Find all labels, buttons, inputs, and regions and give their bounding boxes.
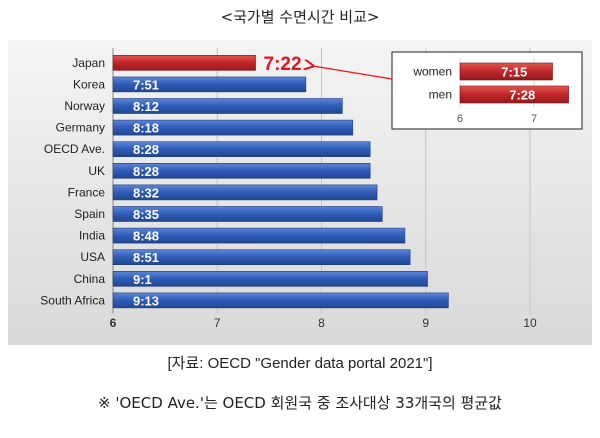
category-label: Japan — [72, 56, 105, 70]
data-label: 8:32 — [133, 185, 159, 200]
category-label: France — [68, 185, 106, 199]
data-label: 7:22 — [264, 54, 302, 75]
data-label: 8:28 — [133, 164, 159, 179]
x-tick-label: 7 — [214, 316, 221, 330]
bar — [112, 184, 378, 201]
data-label: 8:28 — [133, 142, 159, 157]
page-title: <국가별 수면시간 비교> — [220, 8, 380, 26]
inset-category-label: women — [412, 65, 452, 79]
data-label: 8:12 — [133, 99, 159, 114]
category-label: South Africa — [40, 293, 105, 307]
inset-tick-label: 6 — [457, 113, 463, 125]
category-label: Germany — [56, 121, 105, 135]
inset-data-label: 7:15 — [501, 65, 527, 80]
bar — [112, 119, 354, 136]
category-label: Korea — [73, 77, 105, 91]
category-label: Norway — [64, 99, 105, 113]
data-label: 8:48 — [133, 229, 159, 244]
bar — [112, 98, 343, 114]
category-label: OECD Ave. — [44, 142, 105, 156]
data-label: 7:51 — [133, 77, 159, 92]
bar — [112, 227, 406, 244]
bar — [112, 163, 371, 179]
data-label: 9:1 — [133, 272, 152, 287]
category-label: Spain — [74, 207, 105, 221]
bar — [112, 206, 383, 222]
category-label: China — [74, 272, 106, 286]
x-tick-label: 10 — [523, 316, 537, 330]
chart-panel: Japan 7:22 Korea 7:51 Norway 8:12 Germany 8:18 O… — [8, 40, 592, 345]
x-tick-label: 9 — [422, 316, 429, 330]
data-label: 8:18 — [133, 121, 159, 136]
category-label: UK — [88, 164, 105, 178]
bar — [112, 76, 307, 93]
inset-bar — [459, 62, 553, 81]
x-tick-label: 8 — [318, 316, 325, 330]
inset-tick-label: 7 — [531, 113, 537, 125]
data-label: 8:51 — [133, 250, 159, 265]
bar — [112, 55, 256, 71]
bar — [112, 292, 449, 309]
footnote: ※ 'OECD Ave.'는 OECD 회원국 중 조사대상 33개국의 평균값 — [98, 394, 502, 412]
x-tick-label: 6 — [110, 316, 117, 330]
inset-category-label: men — [429, 88, 452, 102]
data-label: 8:35 — [133, 207, 159, 222]
inset-data-label: 7:28 — [509, 88, 535, 103]
callout-arrow — [313, 66, 393, 80]
bar — [112, 141, 371, 157]
bar — [112, 249, 411, 265]
bar-chart: Japan 7:22 Korea 7:51 Norway 8:12 Germany 8:18 O… — [8, 40, 592, 345]
bar — [112, 271, 428, 287]
source-citation: [자료: OECD "Gender data portal 2021"] — [167, 355, 433, 372]
category-label: India — [79, 229, 105, 243]
inset-bar — [459, 85, 569, 104]
data-label: 9:13 — [133, 293, 159, 308]
category-label: USA — [80, 250, 105, 264]
